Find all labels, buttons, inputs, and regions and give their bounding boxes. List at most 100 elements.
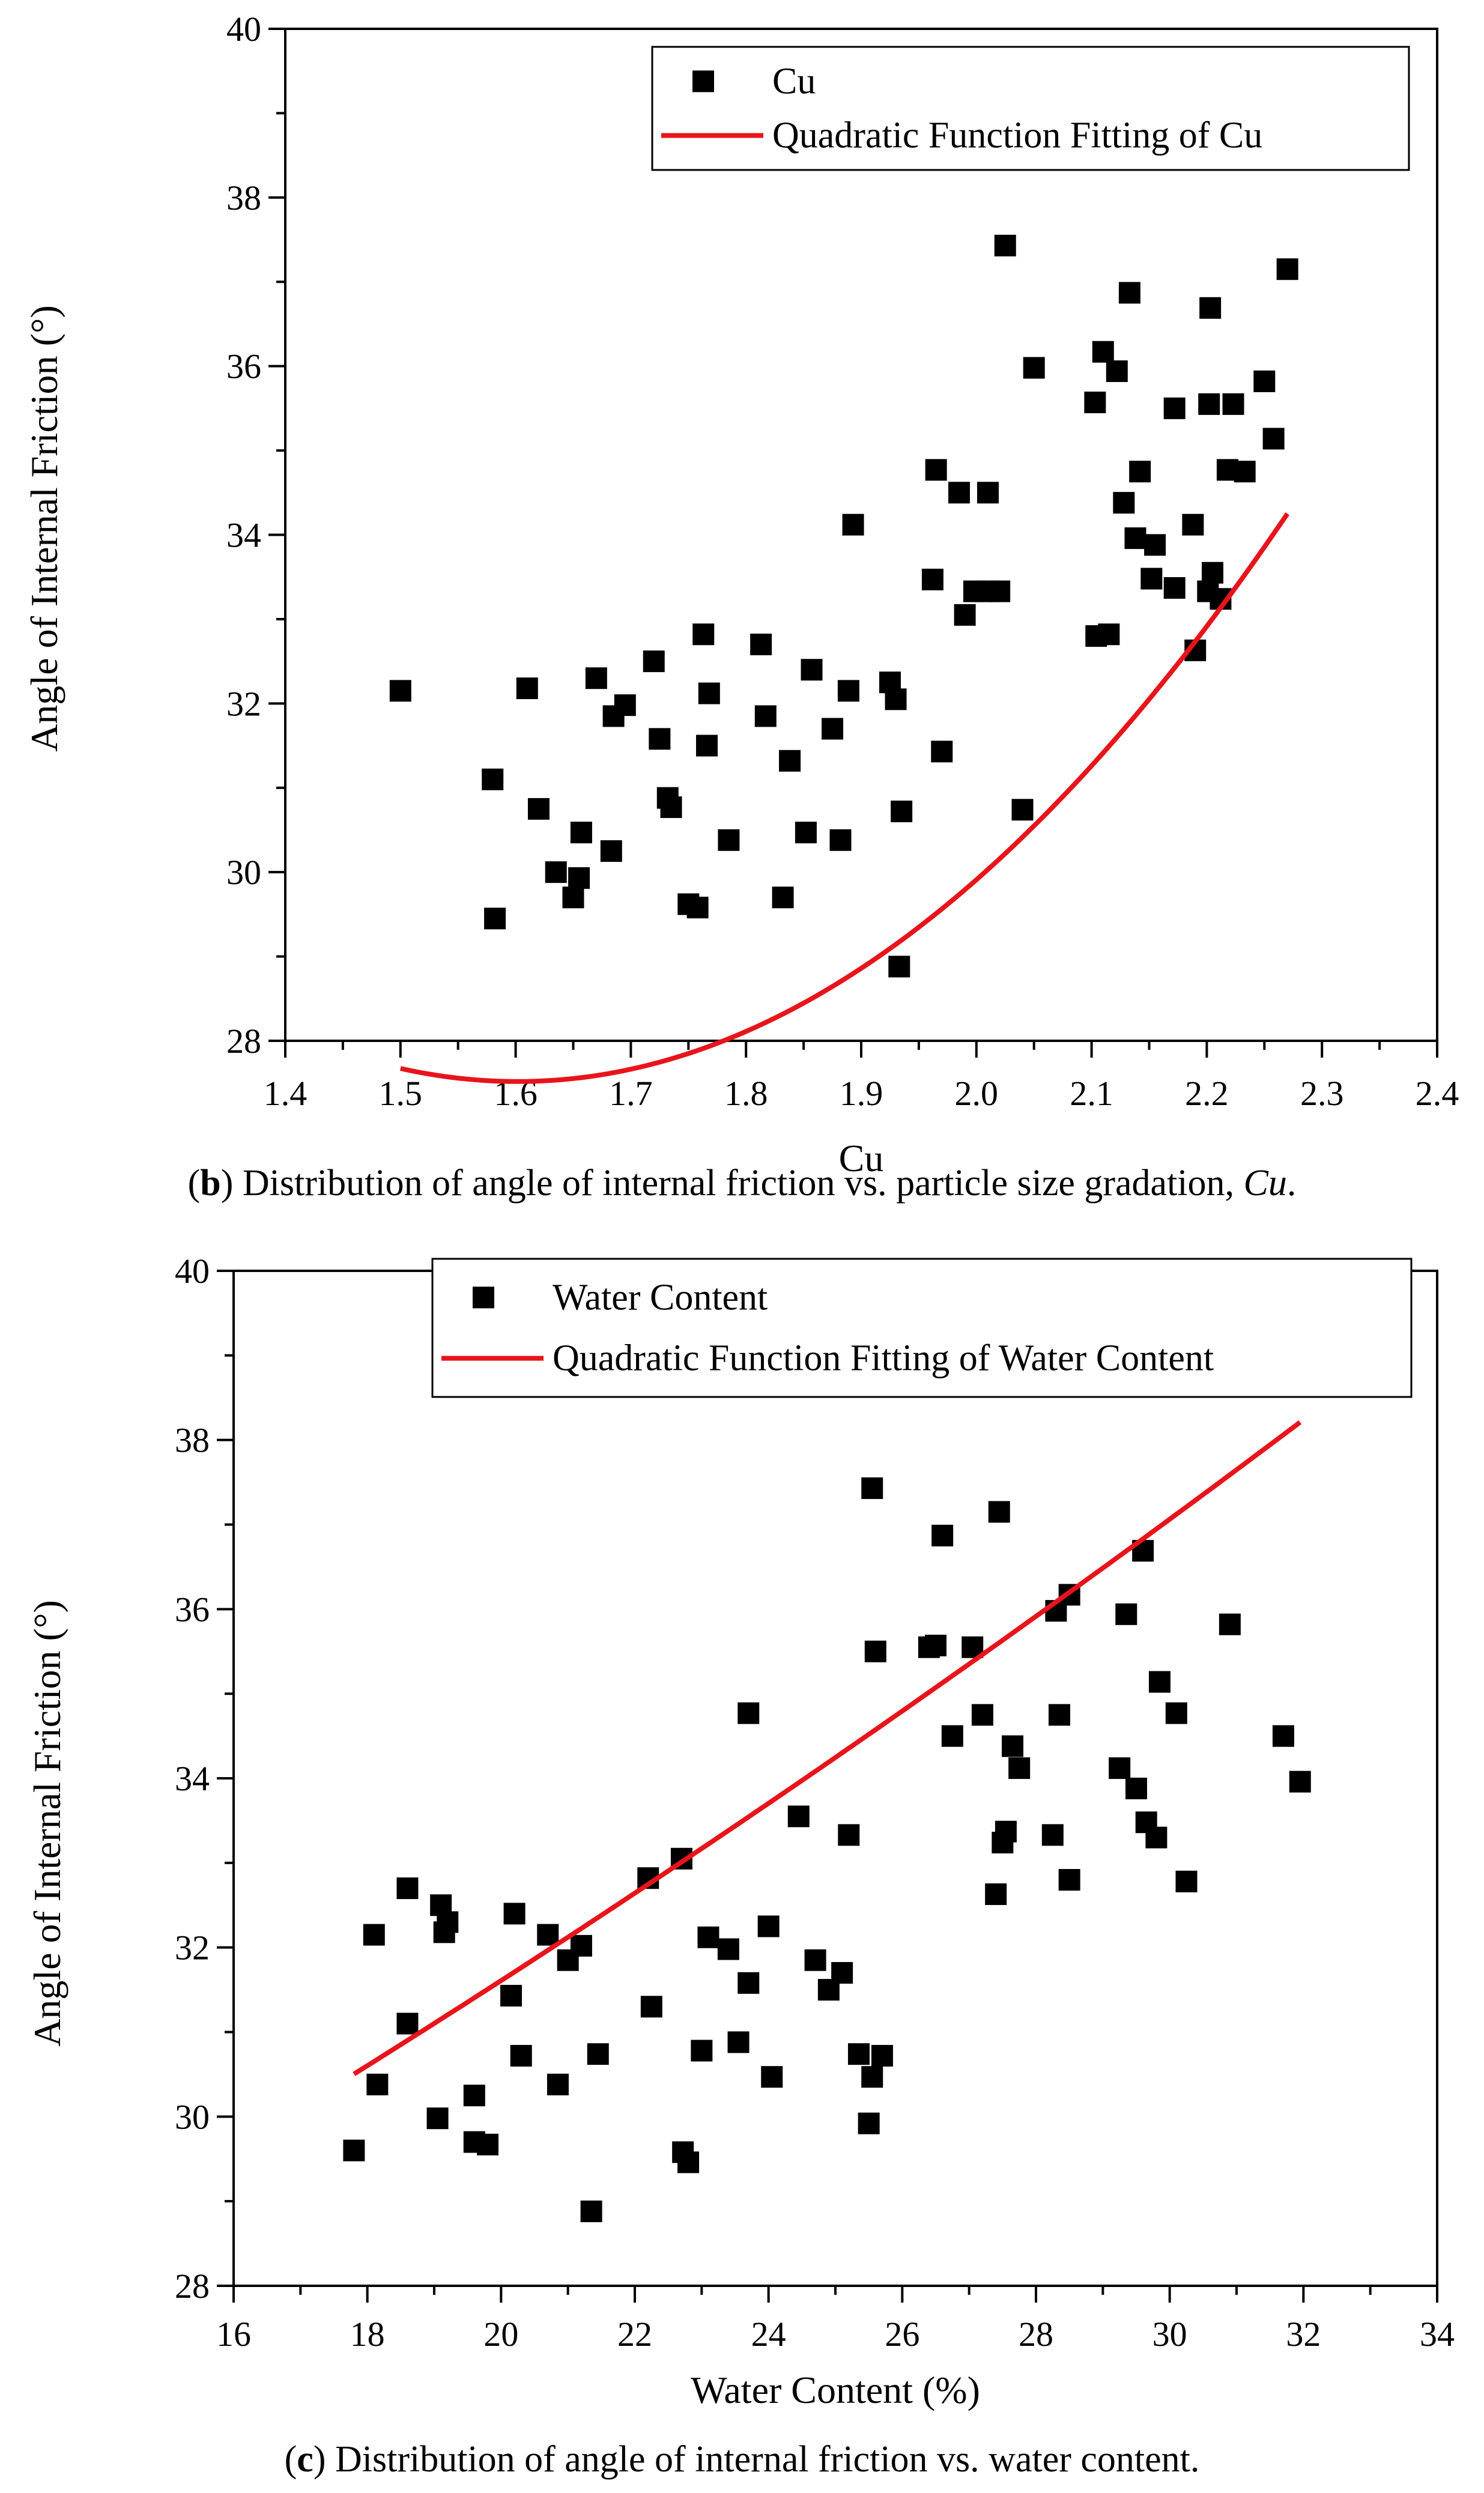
data-point <box>1140 568 1163 590</box>
data-point <box>614 694 636 716</box>
legend-label-scatter: Water Content <box>553 1277 768 1318</box>
fit-curve <box>353 1420 1302 2076</box>
chart-b: 1.4 1.5 1.6 1.7 1.8 1.9 2.0 2.1 2.2 2.3 2.42830323… <box>23 10 1459 1180</box>
data-point <box>1272 1725 1294 1747</box>
data-point <box>568 867 590 889</box>
x-tick-label: 18 <box>350 2315 385 2354</box>
data-point <box>994 234 1016 256</box>
data-point <box>527 798 550 820</box>
data-point <box>437 1911 459 1933</box>
caption-b-italic: Cu <box>1243 1163 1287 1204</box>
data-point <box>516 677 538 700</box>
data-point <box>1125 1777 1147 1799</box>
data-point <box>482 768 504 790</box>
data-point <box>1148 1671 1171 1693</box>
data-point <box>861 2066 883 2088</box>
data-point <box>891 801 913 823</box>
x-tick-label: 20 <box>483 2315 518 2354</box>
data-point <box>1198 393 1220 415</box>
data-point <box>547 2073 569 2095</box>
data-point <box>1115 1603 1137 1625</box>
data-point <box>686 897 709 919</box>
fit-curve <box>399 512 1290 1084</box>
data-point <box>1253 370 1276 392</box>
data-point <box>989 580 1011 602</box>
data-point <box>343 2139 365 2161</box>
data-point <box>1129 461 1151 483</box>
data-point <box>750 634 772 656</box>
data-point <box>366 2073 389 2095</box>
data-point <box>885 688 907 710</box>
data-point <box>691 2040 713 2062</box>
data-point <box>787 1805 810 1828</box>
data-point <box>500 1984 522 2007</box>
data-point <box>1084 392 1106 414</box>
y-axis-label: Angle of Internal Friction (°) <box>26 1600 68 2047</box>
data-point <box>692 623 715 646</box>
data-point <box>537 1924 559 1946</box>
data-point <box>977 482 999 504</box>
caption-b-text: Distribution of angle of internal fricti… <box>233 1163 1244 1204</box>
data-point <box>426 2107 449 2130</box>
data-point <box>858 2112 880 2134</box>
data-point <box>1165 1702 1187 1724</box>
x-axis-label: Cu <box>839 1137 884 1180</box>
data-point <box>1106 360 1128 383</box>
data-point <box>718 829 740 851</box>
data-point <box>1118 282 1140 304</box>
x-tick-label: 1.5 <box>379 1074 423 1113</box>
data-point <box>1201 562 1223 584</box>
data-point <box>838 1824 860 1846</box>
data-point <box>1144 534 1166 556</box>
x-tick-label: 32 <box>1286 2315 1321 2354</box>
data-point <box>660 796 682 819</box>
caption-b: (b) Distribution of angle of internal fr… <box>187 1163 1297 1204</box>
y-tick-label: 38 <box>226 178 261 217</box>
data-point <box>847 2043 870 2065</box>
data-point <box>1023 357 1045 379</box>
y-tick-label: 34 <box>226 516 261 555</box>
data-point <box>1163 577 1186 599</box>
y-tick-label: 32 <box>175 1928 210 1967</box>
data-point <box>995 1820 1017 1843</box>
x-tick-label: 1.9 <box>840 1074 883 1113</box>
data-point <box>1175 1870 1198 1892</box>
data-point <box>510 2044 532 2067</box>
data-point <box>861 1477 883 1499</box>
legend-label-scatter: Cu <box>772 61 816 101</box>
data-point <box>463 2085 485 2107</box>
data-point <box>931 741 953 763</box>
data-point <box>697 1926 719 1948</box>
x-tick-label: 16 <box>216 2315 251 2354</box>
caption-b-end: . <box>1286 1163 1297 1204</box>
data-point <box>795 822 817 844</box>
data-point <box>649 728 671 750</box>
caption-c-letter: c <box>297 2439 313 2480</box>
data-point <box>503 1903 525 1925</box>
data-point <box>587 2043 609 2065</box>
data-point <box>698 682 720 704</box>
data-point <box>921 568 943 590</box>
legend-label-fit: Quadratic Function Fitting of Cu <box>772 115 1262 156</box>
caption-b-letter: b <box>200 1163 221 1204</box>
caption-c: (c) Distribution of angle of internal fr… <box>284 2439 1200 2480</box>
data-point <box>871 2044 893 2067</box>
x-tick-label: 2.3 <box>1300 1074 1344 1113</box>
figure-b: 1.4 1.5 1.6 1.7 1.8 1.9 2.0 2.1 2.2 2.3 2.4 28 30 32 3… <box>0 0 1484 1246</box>
data-point <box>640 1996 662 2018</box>
data-point <box>925 1634 946 1656</box>
data-point <box>570 822 592 844</box>
data-point <box>1002 1735 1024 1757</box>
data-point <box>695 735 718 757</box>
x-tick-label: 2.2 <box>1185 1074 1229 1113</box>
data-point <box>1145 1826 1168 1849</box>
data-point <box>562 886 584 909</box>
data-point <box>822 718 844 740</box>
data-point <box>761 2066 783 2088</box>
legend-marker <box>692 70 714 92</box>
x-tick-label: 1.7 <box>609 1074 653 1113</box>
data-point <box>941 1725 963 1747</box>
data-point <box>1008 1757 1031 1780</box>
data-point <box>948 482 971 504</box>
x-tick-label: 2.1 <box>1070 1074 1113 1113</box>
